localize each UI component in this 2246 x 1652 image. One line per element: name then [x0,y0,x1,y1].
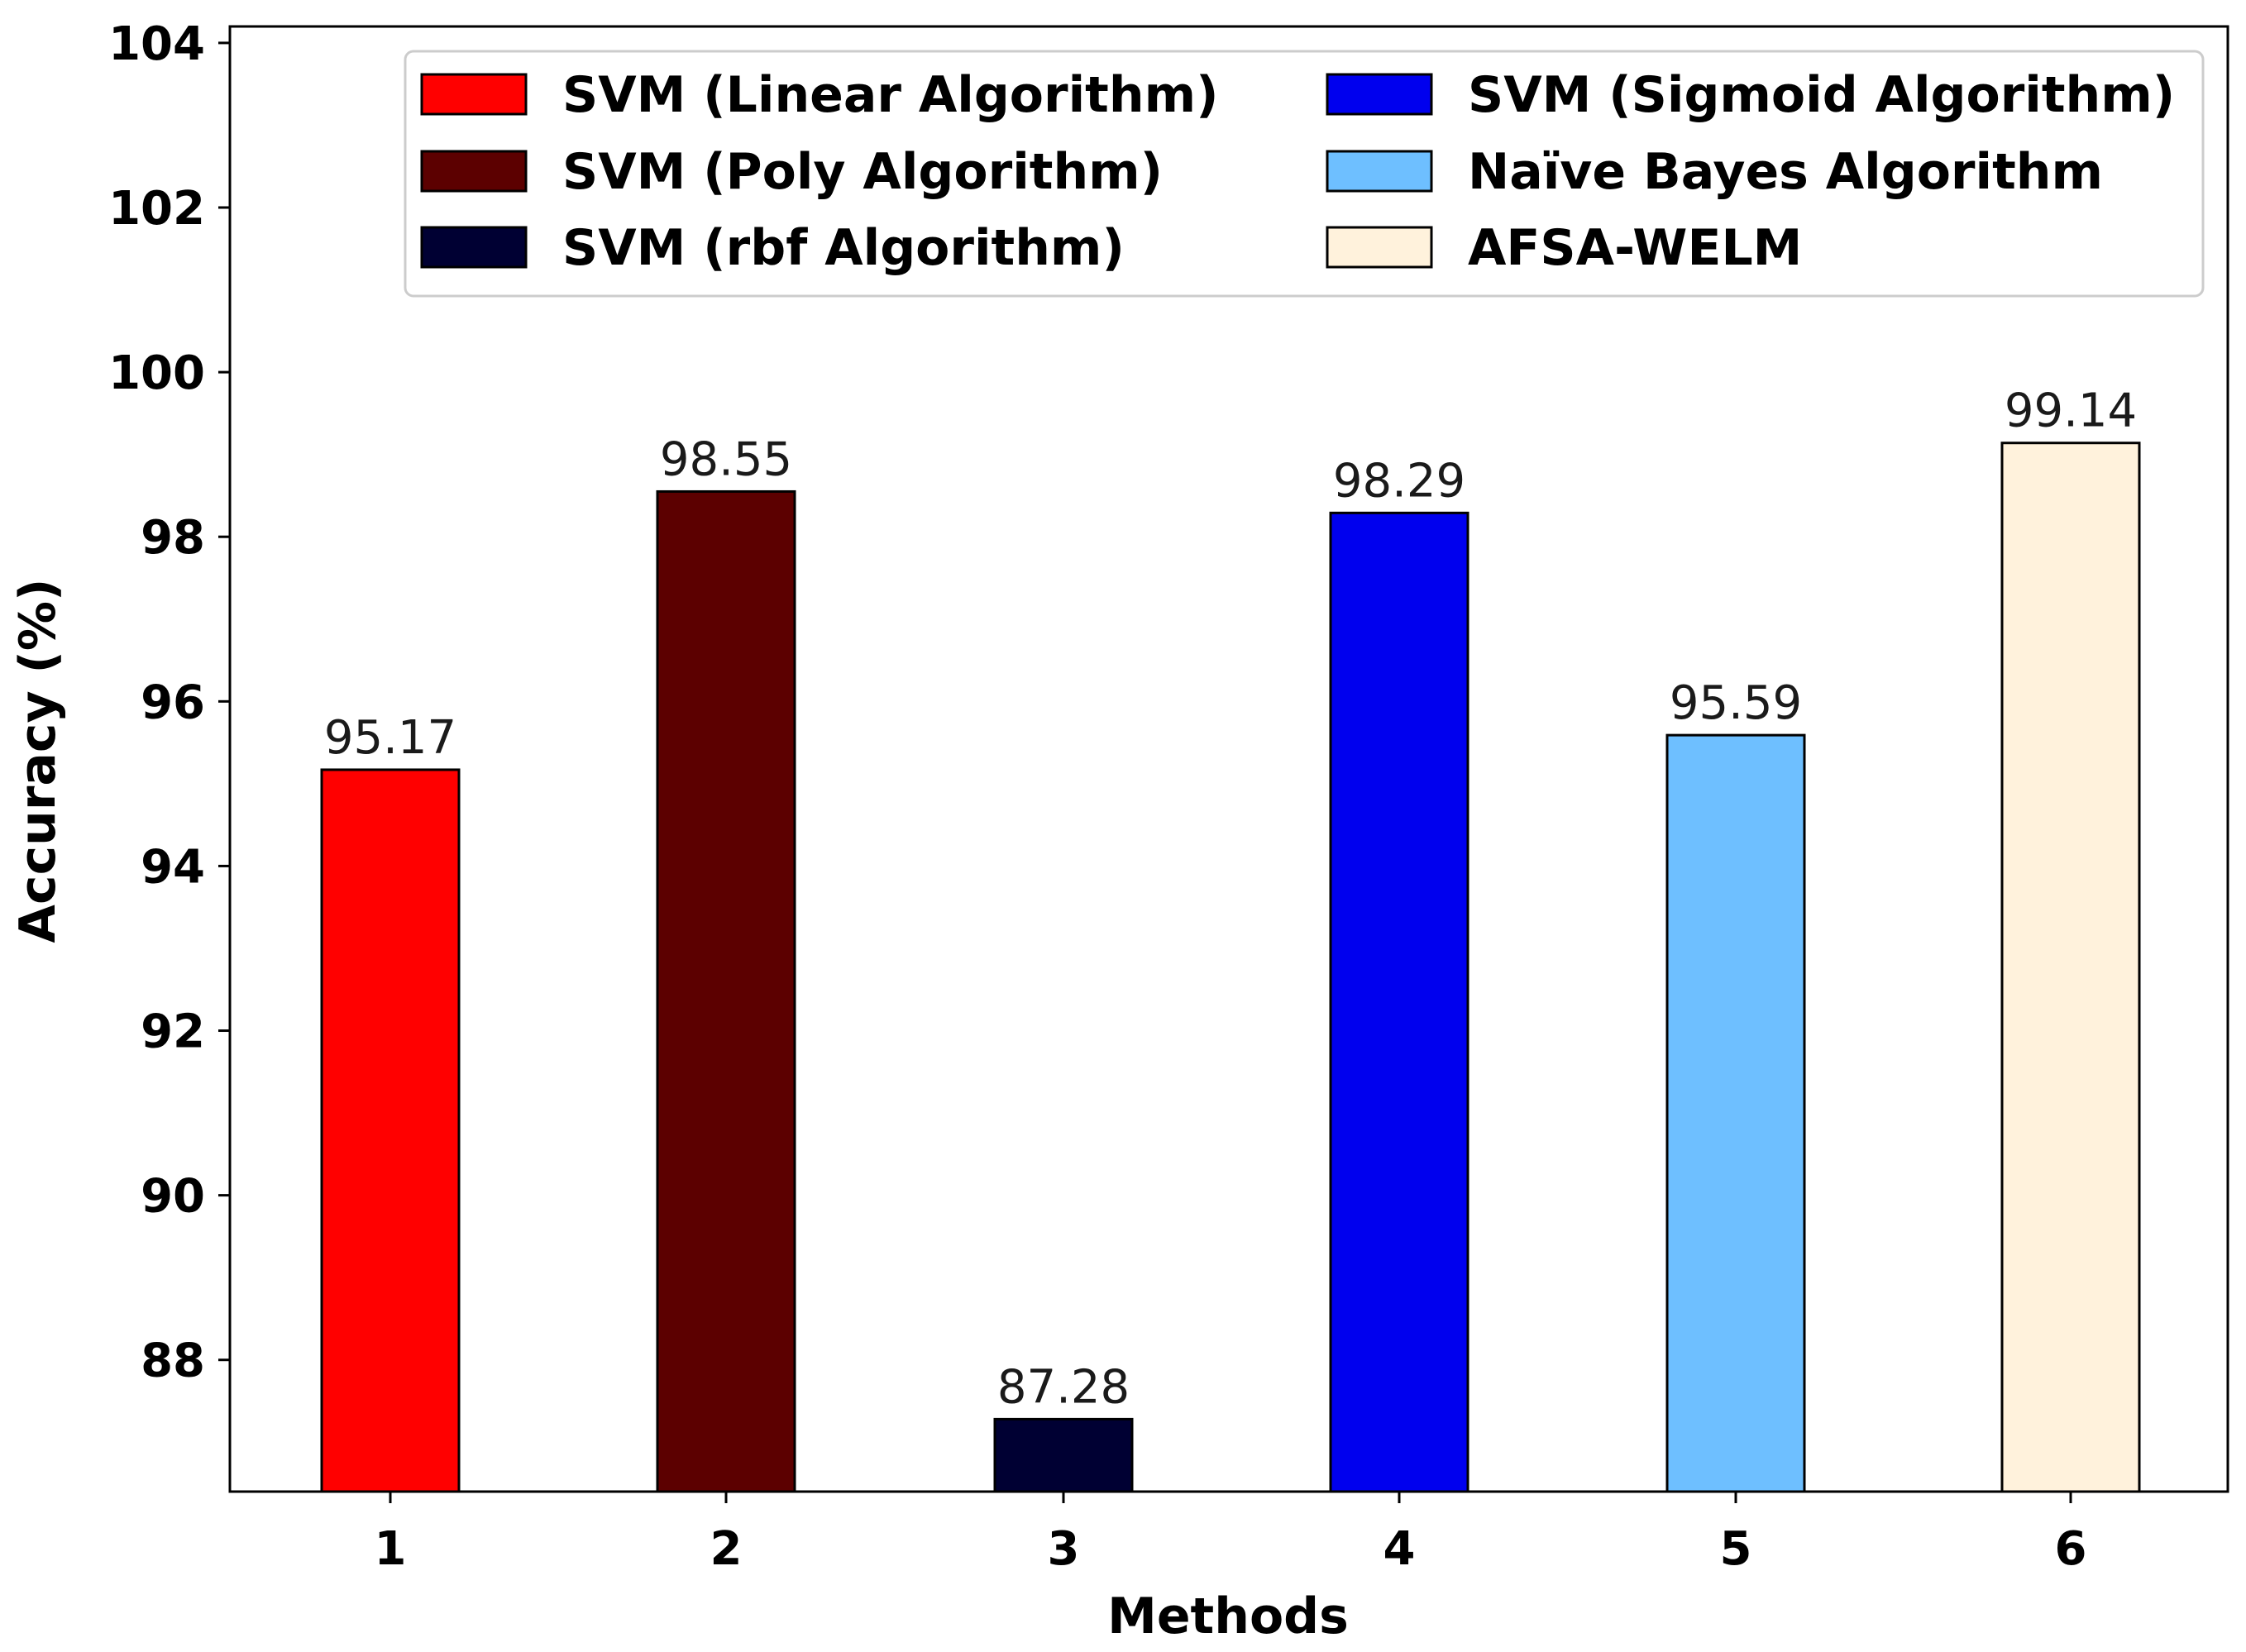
legend-label-2: SVM (Poly Algorithm) [562,143,1163,201]
axes-group: 88 90 92 94 96 98 100 102 104 1 2 3 4 5 6 [108,17,2229,1576]
x-axis-title: Methods [1107,1588,1349,1645]
data-label-6: 99.14 [2005,384,2137,438]
data-label-4: 98.29 [1333,454,1465,508]
legend: SVM (Linear Algorithm) SVM (Poly Algorith… [404,50,2205,298]
x-tick-label: 4 [1383,1522,1416,1576]
bars-group [320,442,2141,1493]
x-tick-label: 6 [2055,1522,2087,1576]
bar-1 [320,768,461,1493]
x-tick-label: 5 [1720,1522,1752,1576]
legend-label-4: SVM (Sigmoid Algorithm) [1468,66,2175,124]
legend-swatch-2 [420,150,528,193]
plot-frame [228,25,2229,1493]
legend-swatch-5 [1326,150,1433,193]
legend-label-6: AFSA-WELM [1468,219,1802,277]
y-tick-label: 96 [141,676,205,729]
x-tick-label: 1 [375,1522,407,1576]
data-label-2: 98.55 [660,432,792,486]
x-tick-label: 2 [710,1522,743,1576]
legend-box [404,50,2205,298]
y-tick-label: 102 [108,182,205,236]
legend-swatch-3 [420,226,528,269]
y-tick-label: 104 [108,17,205,71]
legend-label-1: SVM (Linear Algorithm) [562,66,1219,124]
bar-3 [993,1417,1134,1493]
y-tick-label: 100 [108,346,205,400]
legend-swatch-1 [420,73,528,116]
x-tick-label: 3 [1048,1522,1080,1576]
y-tick-label: 98 [141,511,205,565]
data-label-1: 95.17 [324,711,456,765]
bar-2 [656,489,796,1493]
data-label-3: 87.28 [997,1360,1130,1414]
bar-5 [1665,733,1806,1493]
bar-4 [1329,511,1469,1493]
y-tick-label: 92 [141,1005,205,1059]
legend-label-5: Naïve Bayes Algorithm [1468,143,2103,201]
legend-swatch-4 [1326,73,1433,116]
data-label-5: 95.59 [1670,676,1802,730]
legend-swatch-6 [1326,226,1433,269]
bar-6 [2000,442,2141,1493]
data-labels-group: 95.17 98.55 87.28 98.29 95.59 99.14 [324,384,2137,1415]
y-tick-label: 90 [141,1170,205,1224]
y-tick-label: 94 [141,840,205,894]
legend-label-3: SVM (rbf Algorithm) [562,219,1125,277]
y-axis-title: Accuracy (%) [9,579,67,943]
y-tick-label: 88 [141,1334,205,1388]
